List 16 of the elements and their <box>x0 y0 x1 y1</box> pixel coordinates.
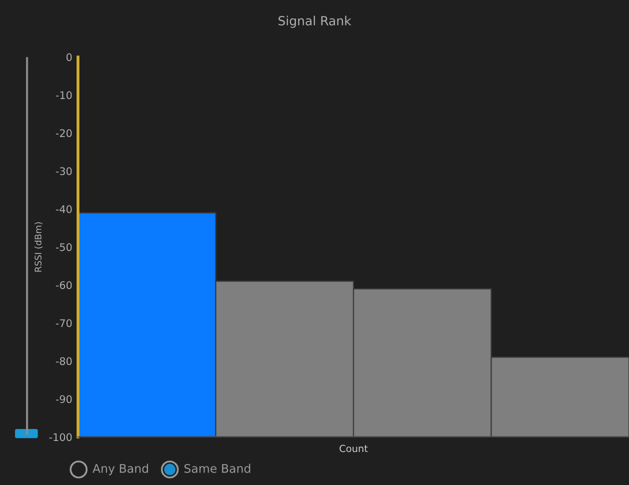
y-tick-label: -40 <box>56 205 72 214</box>
y-tick-label: -90 <box>56 395 72 404</box>
y-tick-label: -30 <box>56 167 72 176</box>
y-tick-label: -20 <box>56 129 72 138</box>
y-tick-label: -80 <box>56 357 72 366</box>
x-axis-title: Count <box>340 444 368 452</box>
y-tick-label: -70 <box>56 319 72 328</box>
text: Any Band <box>92 464 148 476</box>
y-tick-label: -60 <box>56 281 72 290</box>
y-tick-label: -100 <box>49 433 72 442</box>
y-tick-label: 0 <box>66 53 72 62</box>
text: Same Band <box>184 464 250 473</box>
chart-title: Signal Rank <box>278 16 352 28</box>
y-axis-title: RSSI (dBm) <box>34 222 43 272</box>
y-tick-label: -50 <box>56 243 72 252</box>
y-tick-label: -10 <box>56 91 72 100</box>
